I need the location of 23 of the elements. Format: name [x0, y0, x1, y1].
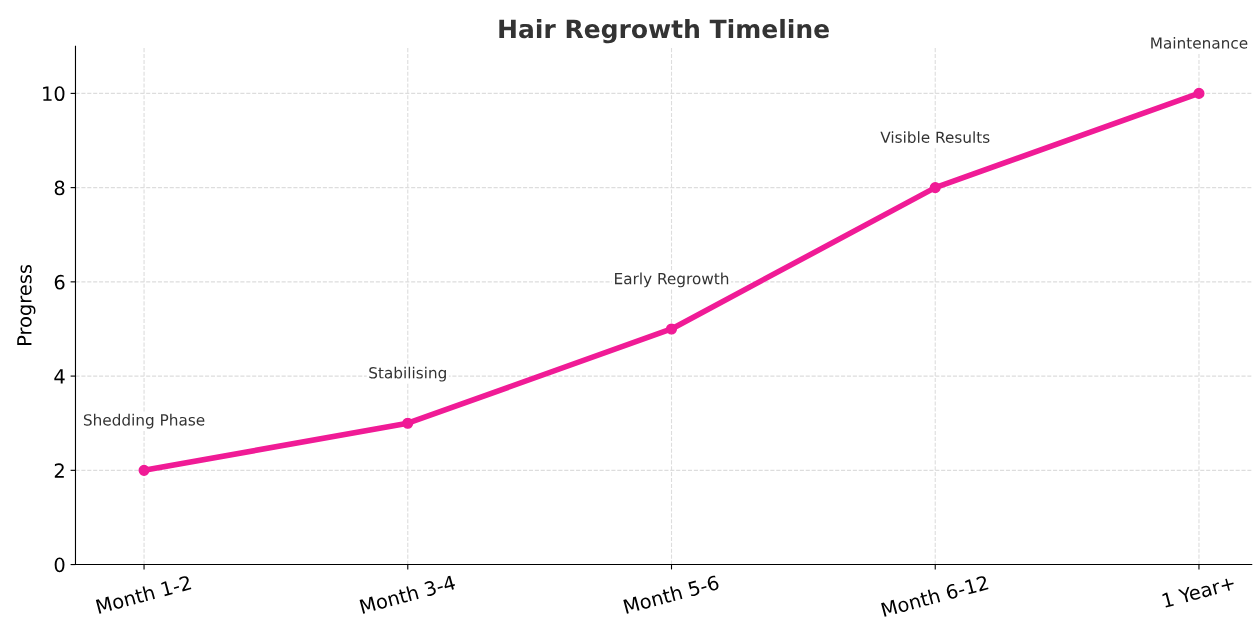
x-tick-label: Month 3-4 — [359, 574, 456, 614]
chart-title: Hair Regrowth Timeline — [499, 18, 829, 44]
y-tick-label: 2 — [54, 463, 64, 478]
y-tick-label: 0 — [54, 557, 65, 573]
x-tick-label: Month 6-12 — [880, 574, 989, 617]
y-tick-label: 8 — [54, 180, 65, 196]
x-tick-label: Month 5-6 — [623, 574, 720, 614]
annotation: Shedding Phase — [83, 413, 205, 429]
annotation: Visible Results — [880, 131, 990, 143]
y-axis-title: Progress — [17, 264, 36, 345]
point — [402, 417, 414, 429]
annotation: Maintenance — [1151, 36, 1248, 49]
annotation: Stabilising — [369, 366, 446, 382]
point — [665, 323, 678, 335]
x-tick-label: 1 Year+ — [1162, 575, 1236, 608]
point — [138, 464, 150, 476]
point — [1193, 87, 1205, 99]
x-tick-label: Month 1-2 — [95, 574, 192, 614]
y-tick-label: 6 — [54, 274, 65, 290]
annotation: Early Regrowth — [615, 272, 729, 288]
y-tick-label: 4 — [54, 369, 65, 384]
point — [929, 182, 941, 194]
y-tick-label: 10 — [43, 86, 65, 102]
